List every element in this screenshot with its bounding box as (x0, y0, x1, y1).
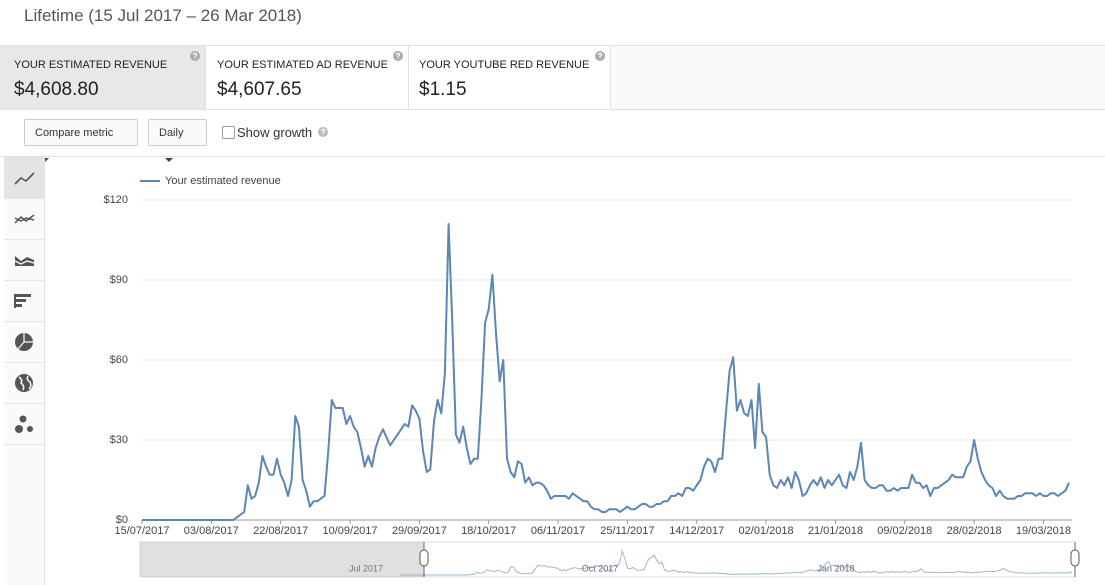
compare-metric-button[interactable]: Compare metric (24, 119, 138, 163)
compare-chart-icon[interactable] (4, 198, 44, 240)
area-chart-icon[interactable] (4, 239, 44, 281)
x-tick-label: 02/01/2018 (739, 525, 794, 537)
metric-label: YOUR YOUTUBE RED REVENUE (419, 59, 590, 71)
x-tick-label: 29/09/2017 (392, 525, 447, 537)
y-tick-label: $90 (110, 274, 128, 286)
x-tick-label: 03/08/2017 (184, 525, 239, 537)
map-icon[interactable] (4, 362, 44, 404)
x-tick-label: 18/10/2017 (461, 525, 516, 537)
x-tick-label: 21/01/2018 (808, 525, 863, 537)
pie-chart-icon[interactable] (4, 321, 44, 363)
metric-cards: YOUR ESTIMATED REVENUE $4,608.80 YOUR ES… (0, 45, 1105, 110)
help-icon[interactable] (595, 51, 605, 61)
chart-type-sidebar (4, 157, 45, 585)
navigator-handle[interactable] (1070, 542, 1080, 577)
x-tick-label: 06/11/2017 (531, 525, 585, 537)
series-line (142, 223, 1070, 521)
y-tick-label: $60 (110, 354, 128, 366)
metric-value: $1.15 (419, 79, 467, 100)
interval-dropdown[interactable]: Daily (148, 119, 207, 163)
x-tick-label: 10/09/2017 (322, 525, 377, 537)
navigator-mask (140, 542, 424, 577)
metric-card[interactable]: YOUR ESTIMATED REVENUE $4,608.80 (0, 46, 206, 109)
y-tick-label: $120 (104, 194, 128, 206)
x-tick-label: 15/07/2017 (114, 525, 169, 537)
navigator-label: Jul 2017 (349, 563, 383, 573)
navigator-label: Oct 2017 (582, 563, 619, 573)
metric-card[interactable]: YOUR YOUTUBE RED REVENUE $1.15 (409, 46, 611, 109)
x-tick-label: 22/08/2017 (253, 525, 308, 537)
line-chart-icon[interactable] (4, 157, 44, 199)
metric-card[interactable]: YOUR ESTIMATED AD REVENUE $4,607.65 (207, 46, 409, 109)
bar-chart-icon[interactable] (4, 280, 44, 322)
x-tick-label: 09/02/2018 (877, 525, 932, 537)
bubble-chart-icon[interactable] (4, 403, 44, 445)
button-label: Compare metric (35, 127, 114, 139)
help-icon[interactable] (190, 51, 200, 61)
x-tick-label: 19/03/2018 (1016, 525, 1071, 537)
help-icon[interactable] (393, 51, 403, 61)
metric-label: YOUR ESTIMATED REVENUE (14, 59, 168, 71)
legend-label: Your estimated revenue (165, 175, 281, 187)
x-tick-label: 28/02/2018 (947, 525, 1002, 537)
y-tick-label: $0 (116, 514, 128, 526)
page-title: Lifetime (15 Jul 2017 – 26 Mar 2018) (24, 6, 302, 25)
metric-label: YOUR ESTIMATED AD REVENUE (217, 59, 388, 71)
x-tick-label: 25/11/2017 (600, 525, 654, 537)
divider (0, 156, 1105, 157)
growth-label[interactable]: Show growth (237, 125, 313, 140)
x-tick-label: 14/12/2017 (669, 525, 724, 537)
help-icon[interactable] (318, 127, 328, 137)
growth-checkbox[interactable] (222, 126, 235, 139)
button-label: Daily (159, 127, 184, 139)
navigator-handle-grip (419, 549, 429, 567)
navigator-handle-grip (1070, 549, 1080, 567)
y-tick-label: $30 (110, 434, 128, 446)
navigator-handle[interactable] (419, 542, 429, 577)
chart: Your estimated revenue Jul 2017 Oct 2017… (104, 175, 1080, 578)
navigator-line (400, 549, 1073, 576)
metric-value: $4,608.80 (14, 79, 99, 100)
metric-value: $4,607.65 (217, 79, 302, 100)
navigator-label: Jan 2018 (817, 563, 854, 573)
